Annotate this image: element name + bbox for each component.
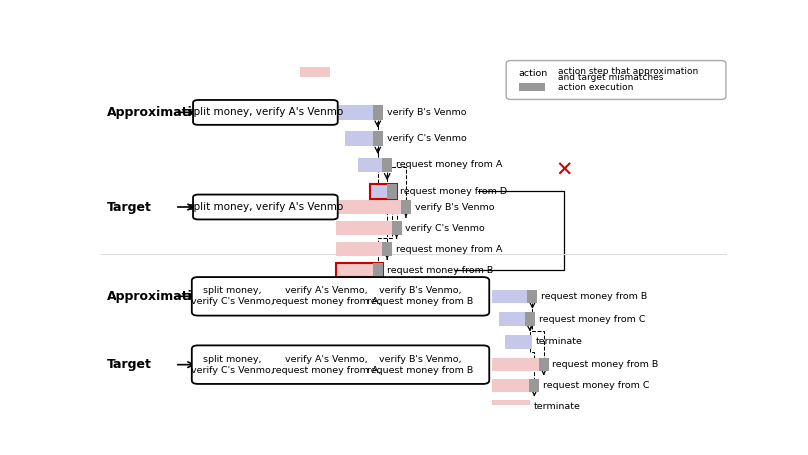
Text: terminate: terminate bbox=[537, 338, 583, 346]
Text: request money from A,: request money from A, bbox=[271, 297, 381, 306]
Bar bbox=[505, 335, 532, 349]
Bar bbox=[492, 400, 530, 413]
Bar bbox=[358, 157, 392, 172]
Text: request money from A,: request money from A, bbox=[271, 365, 381, 374]
Text: request money from B: request money from B bbox=[553, 360, 659, 369]
Bar bbox=[300, 67, 330, 77]
Text: split money, verify A's Venmo: split money, verify A's Venmo bbox=[187, 107, 343, 117]
FancyBboxPatch shape bbox=[191, 345, 490, 384]
Text: verify C's Venmo,: verify C's Venmo, bbox=[191, 297, 274, 306]
Bar bbox=[528, 290, 537, 303]
Bar bbox=[343, 279, 368, 288]
Text: Target: Target bbox=[107, 201, 152, 213]
Bar bbox=[386, 184, 397, 198]
Bar bbox=[529, 379, 539, 392]
Text: request money from A: request money from A bbox=[396, 244, 503, 253]
Bar bbox=[336, 263, 383, 278]
Text: and target mismatches: and target mismatches bbox=[558, 73, 663, 82]
Text: verify C's Venmo: verify C's Venmo bbox=[386, 134, 466, 143]
Bar bbox=[401, 200, 411, 214]
Bar bbox=[370, 184, 397, 198]
Text: verify B's Venmo: verify B's Venmo bbox=[386, 108, 466, 117]
Bar bbox=[492, 290, 537, 303]
Text: verify C's Venmo: verify C's Venmo bbox=[406, 223, 485, 233]
Text: action step that approximation: action step that approximation bbox=[558, 66, 698, 76]
Bar bbox=[525, 313, 535, 326]
Text: request money from A: request money from A bbox=[396, 161, 503, 169]
Text: ✕: ✕ bbox=[556, 160, 573, 180]
Bar bbox=[499, 313, 535, 326]
Text: Approximation: Approximation bbox=[107, 290, 210, 303]
Bar bbox=[336, 263, 383, 278]
Bar bbox=[374, 202, 396, 211]
Bar bbox=[539, 358, 549, 371]
Bar bbox=[382, 242, 392, 257]
Text: request money from B: request money from B bbox=[386, 266, 493, 274]
Text: verify A's Venmo,: verify A's Venmo, bbox=[285, 355, 368, 364]
Text: verify B's Venmo,: verify B's Venmo, bbox=[379, 355, 461, 364]
Bar bbox=[492, 379, 539, 392]
Text: request money from D: request money from D bbox=[400, 187, 507, 196]
Bar bbox=[372, 105, 383, 120]
Bar bbox=[336, 200, 411, 214]
Text: verify B's Venmo,: verify B's Venmo, bbox=[379, 287, 461, 295]
Text: request money from B: request money from B bbox=[541, 292, 647, 301]
Text: Target: Target bbox=[107, 358, 152, 371]
Text: terminate: terminate bbox=[534, 402, 581, 411]
Bar bbox=[336, 105, 383, 120]
Bar bbox=[519, 83, 545, 91]
Bar bbox=[382, 157, 392, 172]
Text: split money,: split money, bbox=[203, 355, 262, 364]
Text: action: action bbox=[519, 69, 548, 78]
FancyBboxPatch shape bbox=[191, 277, 490, 316]
Bar bbox=[345, 131, 383, 146]
Bar bbox=[336, 242, 392, 257]
Text: request money from C: request money from C bbox=[543, 381, 650, 390]
Text: Approximation: Approximation bbox=[107, 106, 210, 119]
Text: verify B's Venmo: verify B's Venmo bbox=[415, 202, 494, 212]
Text: request money from B: request money from B bbox=[367, 297, 473, 306]
Bar bbox=[372, 131, 383, 146]
Text: action execution: action execution bbox=[558, 83, 633, 92]
Text: verify A's Venmo,: verify A's Venmo, bbox=[285, 287, 368, 295]
FancyBboxPatch shape bbox=[506, 61, 726, 100]
Bar bbox=[336, 221, 402, 235]
FancyBboxPatch shape bbox=[193, 100, 338, 125]
FancyBboxPatch shape bbox=[193, 195, 338, 219]
Bar bbox=[370, 184, 397, 198]
Bar bbox=[492, 358, 549, 371]
Text: split money, verify A's Venmo: split money, verify A's Venmo bbox=[187, 202, 343, 212]
Text: request money from B: request money from B bbox=[367, 365, 473, 374]
Text: request money from C: request money from C bbox=[539, 314, 646, 324]
Bar bbox=[372, 263, 383, 278]
Text: split money,: split money, bbox=[203, 287, 262, 295]
Bar bbox=[392, 221, 402, 235]
Text: verify C's Venmo,: verify C's Venmo, bbox=[191, 365, 274, 374]
